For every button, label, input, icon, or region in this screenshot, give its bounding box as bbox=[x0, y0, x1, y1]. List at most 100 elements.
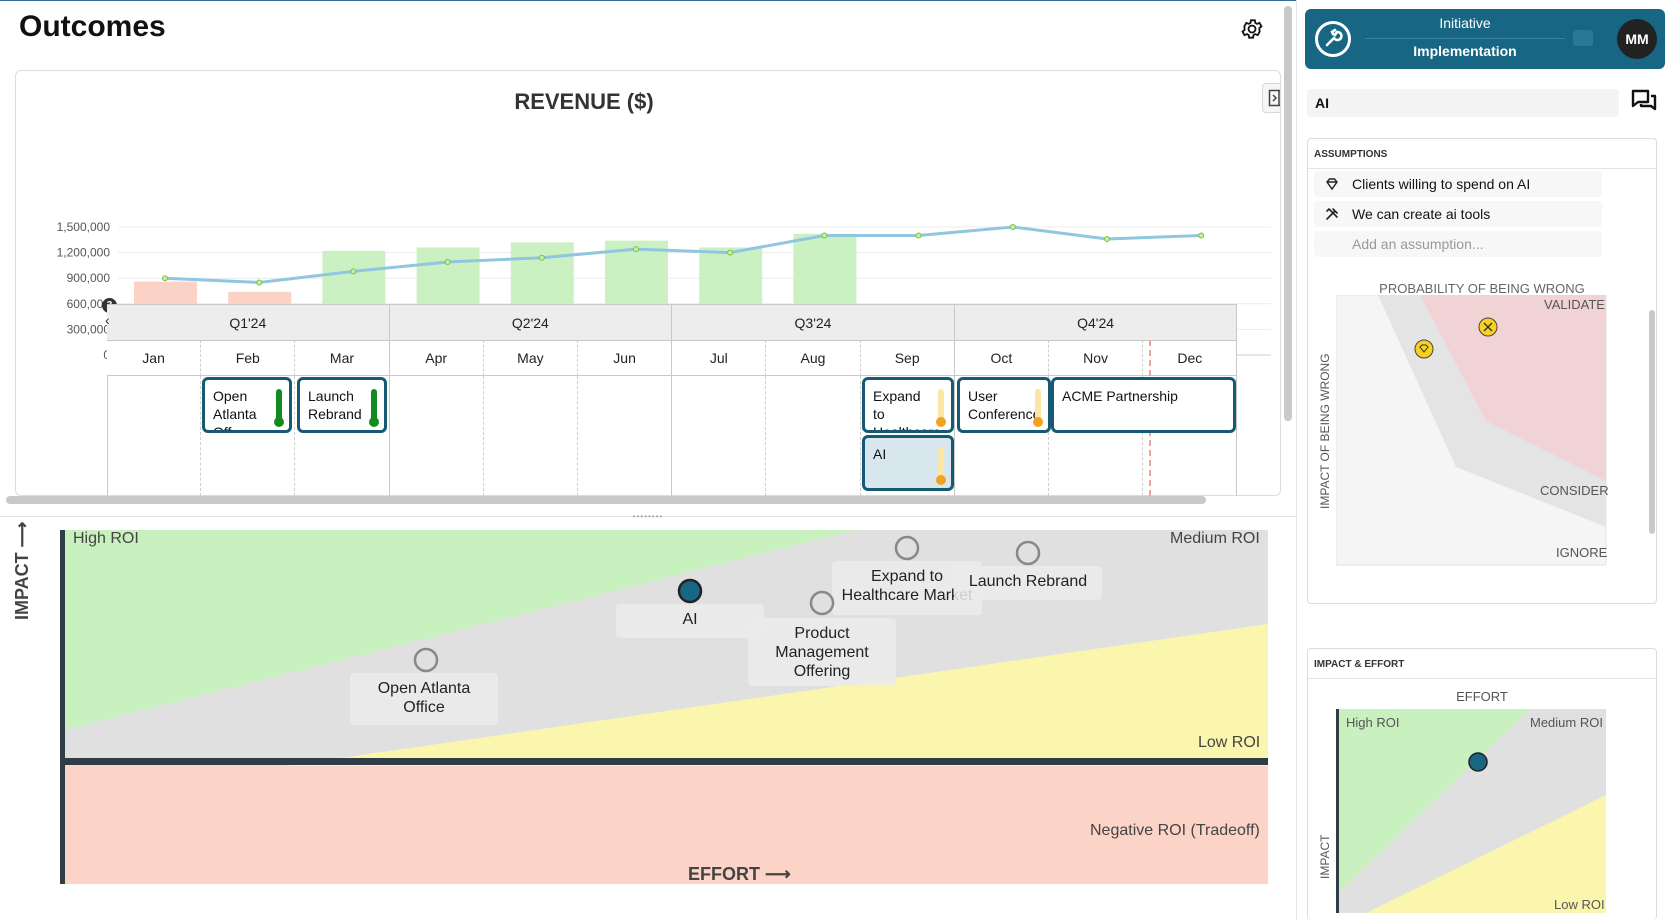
timeline-month: Oct bbox=[954, 340, 1049, 376]
forecast-point[interactable] bbox=[444, 258, 451, 265]
timeline-month: Dec bbox=[1143, 340, 1238, 376]
assumption-item[interactable]: We can create ai tools bbox=[1314, 201, 1602, 227]
forecast-point[interactable] bbox=[162, 275, 168, 282]
timeline-month: Feb bbox=[201, 340, 296, 376]
resize-handle[interactable]: •••••••• bbox=[632, 512, 664, 521]
initiative-card-label: User Conference bbox=[968, 388, 1041, 422]
timeline-month: Jan bbox=[107, 340, 202, 376]
forecast-point[interactable] bbox=[350, 268, 357, 275]
sidebar-scrollbar[interactable] bbox=[1649, 310, 1655, 534]
timeline-column bbox=[107, 376, 202, 496]
user-avatar[interactable]: MM bbox=[1617, 19, 1657, 59]
initiative-card-label: ACME Partnership bbox=[1062, 388, 1178, 404]
timeline-column bbox=[295, 376, 390, 496]
high-roi-label: High ROI bbox=[73, 530, 139, 547]
gear-icon[interactable] bbox=[1240, 17, 1264, 41]
forecast-point[interactable] bbox=[727, 249, 734, 256]
probability-title: PROBABILITY OF BEING WRONG bbox=[1379, 281, 1585, 296]
forecast-point[interactable] bbox=[1009, 224, 1016, 230]
timeline-column bbox=[578, 376, 673, 496]
consider-label: CONSIDER bbox=[1540, 483, 1609, 498]
timeline-column bbox=[484, 376, 578, 496]
forecast-point[interactable] bbox=[1198, 232, 1205, 239]
forecast-line bbox=[164, 225, 1202, 284]
timeline-month: Sep bbox=[860, 340, 955, 376]
initiative-card[interactable]: AI bbox=[862, 435, 954, 491]
forecast-point[interactable] bbox=[915, 232, 922, 239]
effort-axis-label: EFFORT ⟶ bbox=[688, 864, 791, 884]
timeline-month: Jul bbox=[672, 340, 767, 376]
mini-roi-matrix bbox=[1336, 709, 1606, 913]
impact-axis-line bbox=[60, 530, 65, 884]
timeline-quarter: Q3'24 bbox=[672, 304, 955, 340]
diamond-icon bbox=[1326, 178, 1338, 191]
thermometer-icon bbox=[369, 389, 379, 427]
effort-label: EFFORT bbox=[1456, 689, 1508, 704]
timeline-column bbox=[1143, 376, 1238, 496]
mini-high-roi-label: High ROI bbox=[1346, 715, 1400, 730]
assumption-label: We can create ai tools bbox=[1352, 206, 1491, 222]
timeline-month: Mar bbox=[295, 340, 390, 376]
forecast-point[interactable] bbox=[633, 246, 639, 253]
vertical-scrollbar[interactable] bbox=[1284, 6, 1292, 421]
timeline-column bbox=[201, 376, 296, 496]
horizontal-scrollbar[interactable] bbox=[6, 496, 1206, 504]
sidebar-header: Initiative Implementation MM bbox=[1305, 9, 1665, 69]
initiative-card[interactable]: Open Atlanta Off... bbox=[202, 377, 292, 433]
forecast-point[interactable] bbox=[1104, 235, 1110, 242]
initiative-card[interactable]: User Conference bbox=[957, 377, 1051, 433]
comments-icon[interactable] bbox=[1631, 88, 1657, 114]
thermometer-icon bbox=[274, 389, 284, 427]
mini-low-roi-label: Low ROI bbox=[1554, 897, 1605, 912]
timeline-month: Aug bbox=[766, 340, 861, 376]
forecast-point[interactable] bbox=[821, 232, 828, 239]
mini-axis-line bbox=[1336, 709, 1339, 913]
assumptions-panel: ASSUMPTIONS Clients willing to spend on … bbox=[1307, 138, 1657, 604]
timeline-month: Apr bbox=[389, 340, 484, 376]
timeline-month: May bbox=[483, 340, 578, 376]
bubble-label-ai[interactable]: AI bbox=[616, 604, 764, 638]
mini-bubble-ai[interactable] bbox=[1468, 752, 1488, 772]
tools-icon bbox=[1326, 208, 1338, 220]
thermometer-icon bbox=[936, 447, 946, 485]
timeline-column bbox=[1049, 376, 1144, 496]
medium-roi-label: Medium ROI bbox=[1170, 530, 1260, 547]
y-tick-label: 300,000 bbox=[67, 322, 111, 336]
initiative-selector[interactable]: AI bbox=[1307, 89, 1619, 117]
timeline-quarter: Q4'24 bbox=[954, 304, 1238, 340]
thermometer-icon bbox=[1033, 389, 1043, 427]
timeline-left-border bbox=[107, 304, 108, 496]
timeline-quarter: Q1'24 bbox=[107, 304, 390, 340]
thermometer-icon bbox=[936, 389, 946, 427]
ignore-label: IGNORE bbox=[1556, 545, 1608, 560]
bubble-label-open-atlanta[interactable]: Open Atlanta Office bbox=[350, 673, 498, 725]
page-title: Outcomes bbox=[19, 10, 166, 43]
y-tick-label: 0 bbox=[103, 348, 110, 362]
impact-axis-label: IMPACT ⟶ bbox=[12, 521, 32, 620]
forecast-point[interactable] bbox=[538, 254, 545, 261]
initiative-card[interactable]: Launch Rebrand bbox=[297, 377, 387, 433]
add-assumption-input[interactable]: Add an assumption... bbox=[1314, 231, 1602, 257]
bubble-label-product-management[interactable]: Product Management Offering bbox=[748, 618, 896, 686]
initiative-card[interactable]: ACME Partnership bbox=[1051, 377, 1236, 433]
validate-label: VALIDATE bbox=[1544, 297, 1605, 312]
header-implementation-label[interactable]: Implementation bbox=[1413, 43, 1517, 59]
timeline-prev-button[interactable]: ‹ bbox=[105, 312, 110, 328]
bubble-label-launch-rebrand[interactable]: Launch Rebrand bbox=[954, 566, 1102, 600]
timeline-column bbox=[672, 376, 767, 496]
timeline-month: Nov bbox=[1049, 340, 1144, 376]
timeline-quarter: Q2'24 bbox=[389, 304, 673, 340]
outcomes-panel: Outcomes REVENUE ($) 1,500,000 1,200,000 9… bbox=[0, 6, 1296, 884]
header-toggle[interactable] bbox=[1573, 30, 1593, 46]
assumption-item[interactable]: Clients willing to spend on AI bbox=[1314, 171, 1602, 197]
diamond-marker[interactable] bbox=[1414, 339, 1434, 359]
initiative-card-label: Launch Rebrand bbox=[308, 388, 362, 422]
initiative-card[interactable]: Expand to Healthcare Market bbox=[862, 377, 954, 433]
collapse-panel-button[interactable] bbox=[1262, 83, 1280, 113]
forecast-point[interactable] bbox=[256, 279, 263, 286]
zero-roi-line bbox=[64, 758, 1268, 765]
probability-matrix bbox=[1336, 295, 1607, 566]
zone-validate bbox=[1420, 295, 1606, 481]
initiative-card-label: Expand to Healthcare Market bbox=[873, 388, 941, 433]
initiative-card-label: AI bbox=[873, 446, 887, 462]
